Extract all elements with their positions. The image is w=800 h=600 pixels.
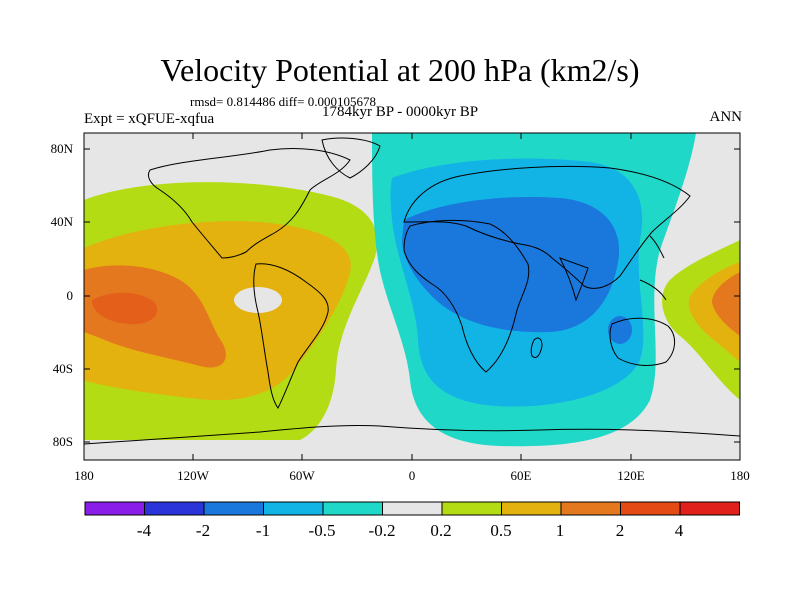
colorbar-label: -0.2 <box>368 521 396 540</box>
season-label: ANN <box>709 109 743 125</box>
period-label: 1784kyr BP - 0000kyr BP <box>322 104 479 120</box>
colorbar-label: 2 <box>615 521 625 540</box>
lat-label-40n: 40N <box>50 214 73 229</box>
lat-label-80n: 80N <box>50 141 73 156</box>
colorbar-label: -2 <box>195 521 211 540</box>
contour-neg-1 <box>402 196 620 333</box>
colorbar-label: 1 <box>555 521 565 540</box>
colorbar-box <box>84 501 145 516</box>
colorbar-label: 0.2 <box>430 521 452 540</box>
colorbar-box <box>322 501 383 516</box>
contour-pos-2 <box>92 292 158 325</box>
colorbar-label: 0.5 <box>490 521 512 540</box>
lat-label-0: 0 <box>66 288 74 303</box>
colorbar-box <box>203 501 264 516</box>
colorbar-label: 4 <box>674 521 684 540</box>
lon-label-0: 0 <box>408 468 416 483</box>
axis-ticks <box>83 133 741 460</box>
lon-label-180w: 180 <box>74 468 94 483</box>
lon-label-60w: 60W <box>289 468 315 483</box>
lon-label-180e: 180 <box>730 468 750 483</box>
contour-neg-1-small <box>608 316 632 344</box>
rmsd-diff-stats: rmsd= 0.814486 diff= 0.000105678 <box>190 94 376 109</box>
contour-hole <box>234 287 282 313</box>
colorbar <box>84 501 740 516</box>
colorbar-label: -4 <box>136 521 152 540</box>
contour-pos-1 <box>84 265 226 368</box>
experiment-label: Expt = xQFUE-xqfua <box>84 111 215 127</box>
coastlines <box>84 137 740 445</box>
colorbar-box <box>620 501 681 516</box>
contour-east-1 <box>712 272 740 336</box>
colorbar-box <box>263 501 324 516</box>
chart-title: Velocity Potential at 200 hPa (km2/s) <box>160 52 640 88</box>
lat-label-80s: 80S <box>52 434 73 449</box>
colorbar-box <box>382 501 443 516</box>
colorbar-box <box>679 501 740 516</box>
lat-label-40s: 40S <box>52 361 73 376</box>
colorbar-box <box>441 501 502 516</box>
colorbar-box <box>501 501 562 516</box>
colorbar-label: -0.5 <box>308 521 336 540</box>
lon-label-120e: 120E <box>617 468 645 483</box>
lon-label-120w: 120W <box>177 468 209 483</box>
colorbar-box <box>560 501 621 516</box>
contour-pos-05 <box>84 221 351 401</box>
lon-label-60e: 60E <box>510 468 532 483</box>
colorbar-box <box>144 501 205 516</box>
colorbar-label: -1 <box>255 521 271 540</box>
